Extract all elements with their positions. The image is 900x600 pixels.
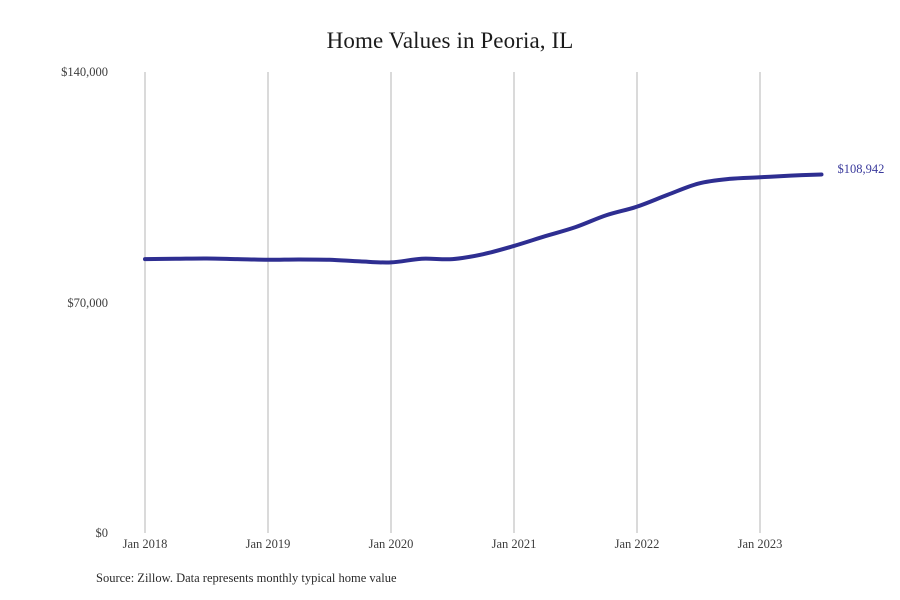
y-tick-label-70000: $70,000	[67, 296, 108, 310]
x-tick-label-jan-2023: Jan 2023	[737, 537, 783, 551]
x-tick-label-jan-2020: Jan 2020	[368, 537, 414, 551]
source-note: Source: Zillow. Data represents monthly …	[96, 571, 397, 585]
y-tick-label-140000: $140,000	[61, 65, 108, 79]
gridlines	[144, 72, 761, 533]
chart-title: Home Values in Peoria, IL	[326, 28, 574, 53]
y-tick-label-0: $0	[95, 526, 109, 540]
x-tick-label-jan-2021: Jan 2021	[491, 537, 537, 551]
end-value-label: $108,942	[837, 162, 885, 177]
y-axis: $140,000 $70,000 $0	[18, 0, 108, 600]
x-tick-label-jan-2019: Jan 2019	[245, 537, 291, 551]
value-line-series	[143, 172, 824, 265]
x-tick-label-jan-2018: Jan 2018	[122, 537, 168, 551]
x-tick-label-jan-2022: Jan 2022	[614, 537, 660, 551]
